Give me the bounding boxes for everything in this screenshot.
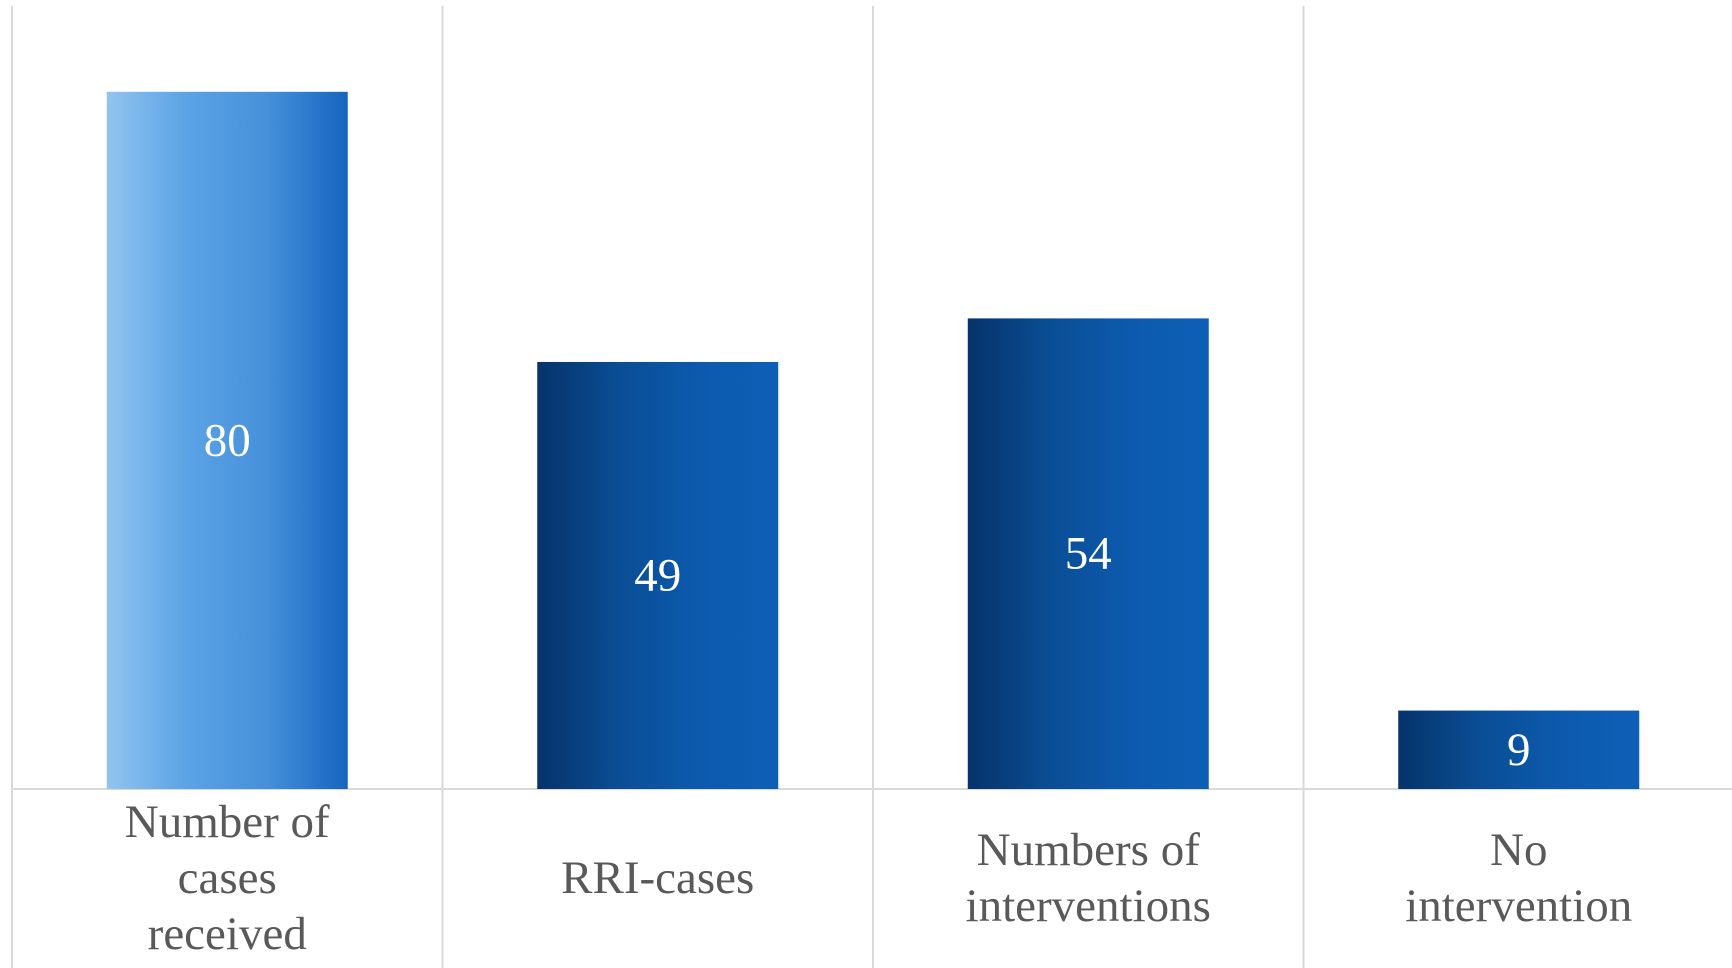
x-tick-label-line: interventions	[966, 880, 1211, 932]
x-tick-label: Number of cases received	[125, 796, 330, 960]
labels-layer: 80 Number of cases received 49 RRI-cases 54 Num…	[125, 414, 1633, 960]
x-tick-label-line: Numbers of	[977, 824, 1201, 876]
bar	[967, 318, 1209, 789]
bar-value-label: 54	[1065, 528, 1112, 580]
bars-layer	[106, 91, 1640, 790]
x-tick-label-line: No	[1490, 824, 1547, 876]
bar-value-label: 49	[634, 549, 681, 601]
x-tick-label-line: cases	[178, 852, 277, 904]
x-tick-label-line: RRI-cases	[561, 852, 754, 904]
bar-value-label: 9	[1507, 724, 1531, 776]
x-tick-label: No intervention	[1405, 824, 1632, 932]
x-tick-label: Numbers of interventions	[966, 824, 1211, 932]
bar	[1398, 710, 1640, 789]
x-tick-label-line: intervention	[1405, 880, 1632, 932]
bar	[537, 361, 779, 789]
x-tick-label-line: received	[148, 908, 307, 960]
x-tick-label-line: Number of	[125, 796, 330, 848]
x-tick-label: RRI-cases	[561, 852, 754, 904]
bar	[106, 91, 348, 790]
bar-value-label: 80	[204, 414, 251, 466]
